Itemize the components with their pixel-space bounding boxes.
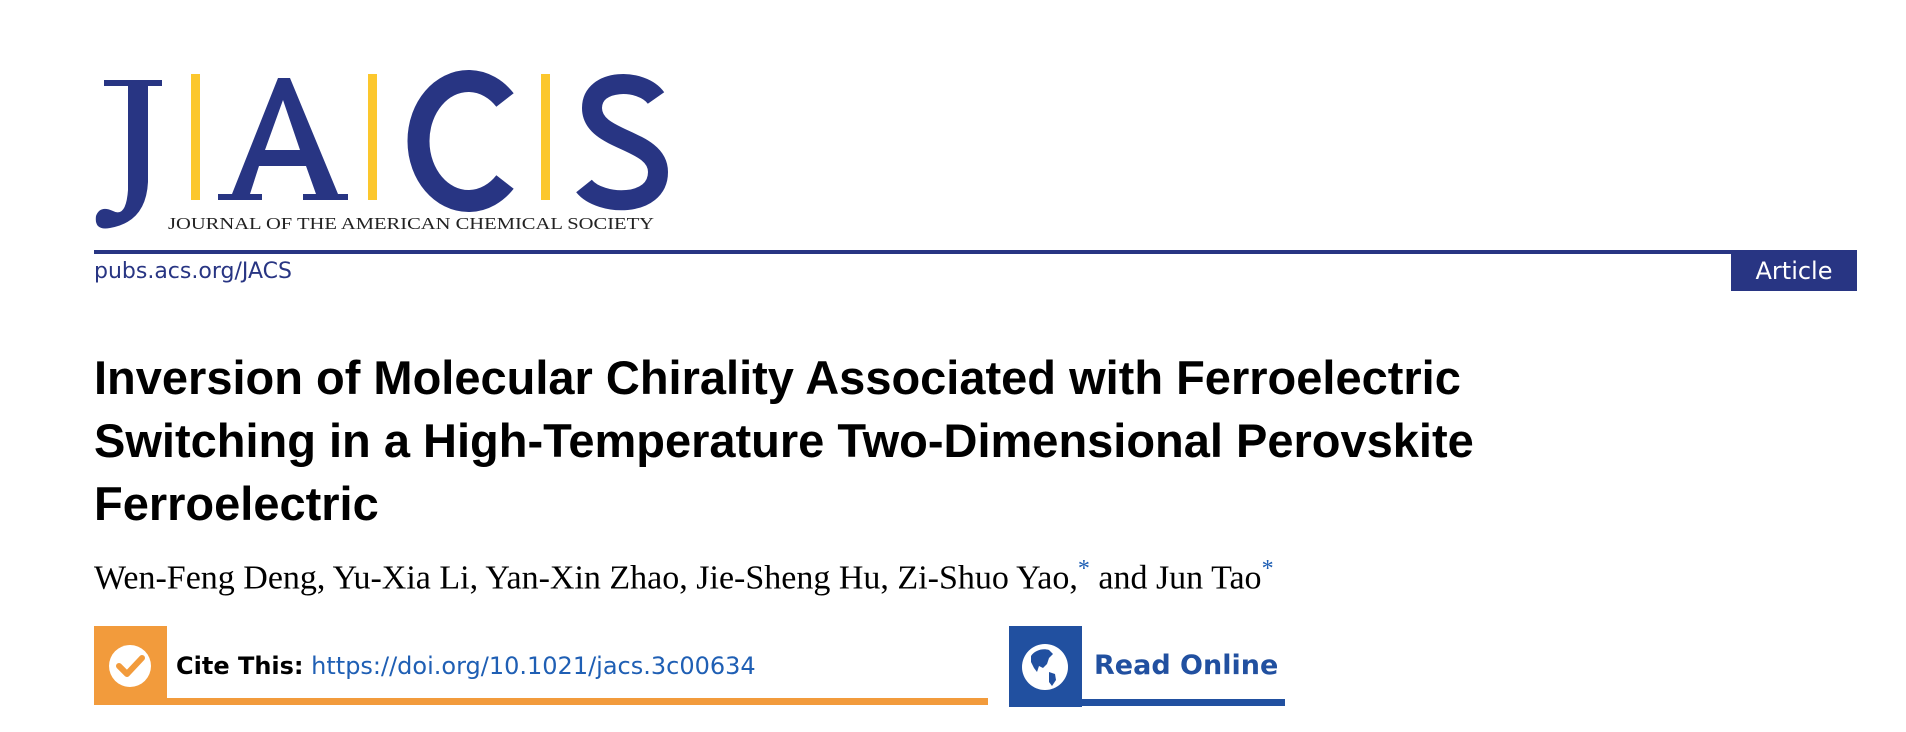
logo-letter-s: [576, 74, 669, 211]
cite-underline: [167, 698, 988, 705]
logo-letter-c: [407, 70, 514, 212]
corresponding-author-link[interactable]: *: [1261, 556, 1274, 582]
logo-bar: [191, 74, 200, 200]
author-list: Wen-Feng Deng, Yu-Xia Li, Yan-Xin Zhao, …: [94, 556, 1274, 597]
article-title: Inversion of Molecular Chirality Associa…: [94, 346, 1474, 535]
logo-caption: JOURNAL OF THE AMERICAN CHEMICAL SOCIETY: [168, 214, 654, 233]
author-name: Yan-Xin Zhao,: [485, 559, 697, 597]
logo-bar: [541, 74, 550, 200]
globe-icon[interactable]: [1009, 626, 1082, 707]
title-line: Switching in a High-Temperature Two-Dime…: [94, 414, 1474, 467]
read-online-link[interactable]: Read Online: [1094, 650, 1279, 681]
doi-link[interactable]: https://doi.org/10.1021/jacs.3c00634: [311, 652, 756, 680]
checkmark-icon[interactable]: [94, 626, 167, 705]
author-name: and Jun Tao: [1089, 559, 1262, 597]
jacs-logo: JOURNAL OF THE AMERICAN CHEMICAL SOCIETY: [95, 70, 669, 233]
corresponding-author-link[interactable]: *: [1077, 556, 1090, 582]
author-name: Jie-Sheng Hu,: [696, 559, 898, 597]
title-line: Ferroelectric: [94, 477, 379, 530]
logo-bar: [368, 74, 377, 200]
read-online-underline: [1082, 699, 1285, 706]
article-type-label: Article: [1755, 256, 1833, 285]
title-line: Inversion of Molecular Chirality Associa…: [94, 351, 1461, 404]
header-rule: [94, 250, 1857, 254]
journal-link[interactable]: pubs.acs.org/JACS: [94, 259, 292, 284]
article-type-badge: Article: [1731, 250, 1857, 291]
cite-label: Cite This:: [176, 652, 304, 680]
logo-letter-a: [218, 78, 348, 200]
logo-letter-j: [95, 80, 162, 229]
author-name: Yu-Xia Li,: [332, 559, 486, 597]
cite-this: Cite This: https://doi.org/10.1021/jacs.…: [176, 652, 756, 680]
author-name: Zi-Shuo Yao,: [897, 559, 1078, 597]
author-name: Wen-Feng Deng,: [94, 559, 333, 597]
